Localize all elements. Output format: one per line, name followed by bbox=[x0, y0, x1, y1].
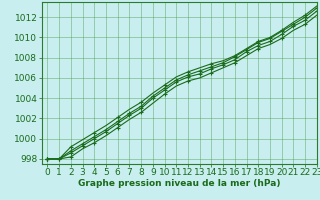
X-axis label: Graphe pression niveau de la mer (hPa): Graphe pression niveau de la mer (hPa) bbox=[78, 179, 280, 188]
